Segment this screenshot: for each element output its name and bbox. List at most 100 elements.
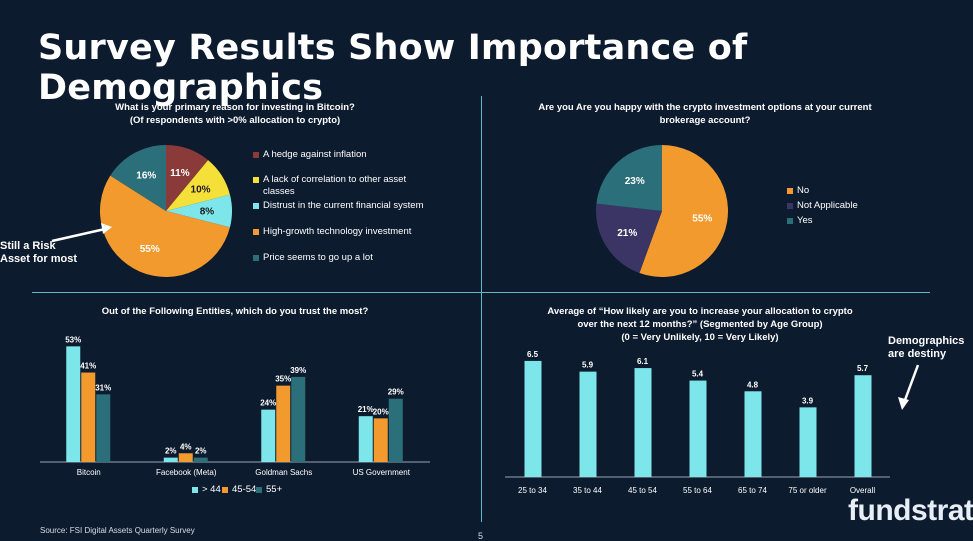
likely-bar bbox=[634, 368, 652, 477]
trust-bar-label: 29% bbox=[388, 388, 404, 397]
likely-bar-label: 3.9 bbox=[802, 396, 814, 405]
legend-label: 55+ bbox=[266, 484, 283, 495]
legend-label: Yes bbox=[797, 215, 813, 226]
legend-swatch bbox=[787, 218, 793, 224]
legend-label: High-growth technology investment bbox=[263, 226, 412, 237]
reasons-slice bbox=[110, 145, 166, 211]
reasons-slice-label: 8% bbox=[200, 207, 215, 218]
risk-arrow-icon bbox=[51, 227, 106, 243]
legend-swatch bbox=[253, 152, 259, 158]
trust-category-label: Facebook (Meta) bbox=[156, 468, 217, 477]
reasons-slice bbox=[166, 145, 209, 211]
likely-bar-label: 5.9 bbox=[582, 361, 594, 370]
trust-bar bbox=[81, 372, 96, 462]
trust-bar-label: 4% bbox=[180, 442, 192, 451]
legend-swatch bbox=[787, 188, 793, 194]
brand-logo: fundstrat bbox=[848, 494, 973, 527]
trust-bar bbox=[276, 385, 291, 462]
source-note: Source: FSI Digital Assets Quarterly Sur… bbox=[40, 526, 195, 535]
trust-bar-label: 35% bbox=[275, 375, 291, 384]
happy-chart-title: Are you Are you happy with the crypto in… bbox=[538, 102, 872, 126]
legend-item-yes: Yes bbox=[787, 215, 813, 227]
likely-bar-label: 4.8 bbox=[747, 380, 759, 389]
trust-category-label: US Government bbox=[353, 468, 411, 477]
trust-bar bbox=[291, 376, 306, 462]
legend-label: > 44 bbox=[202, 484, 221, 495]
likely-bar bbox=[579, 371, 597, 477]
likely-category-label: Overall bbox=[850, 486, 876, 495]
legend-item-correlation: A lack of correlation to other asset cla… bbox=[253, 174, 423, 198]
trust-chart-title: Out of the Following Entities, which do … bbox=[101, 306, 369, 317]
likely-chart-title: Average of “How likely are you to increa… bbox=[547, 306, 853, 343]
legend-item-inflation: A hedge against inflation bbox=[253, 149, 433, 161]
reasons-slice-label: 55% bbox=[140, 244, 160, 255]
legend-item-55plus: 55+ bbox=[256, 484, 282, 496]
trust-category-label: Bitcoin bbox=[77, 468, 101, 477]
trust-bar bbox=[358, 416, 373, 462]
legend-label: Price seems to go up a lot bbox=[263, 252, 373, 263]
trust-bar-label: 31% bbox=[95, 383, 111, 392]
legend-item-price: Price seems to go up a lot bbox=[253, 252, 433, 264]
legend-item-45-54: 45-54 bbox=[222, 484, 256, 496]
legend-label: No bbox=[797, 185, 810, 196]
page-number: 5 bbox=[478, 531, 484, 541]
legend-swatch bbox=[253, 203, 259, 209]
legend-item-no: No bbox=[787, 185, 809, 197]
risk-asset-annotation: Still a Risk Asset for most bbox=[0, 240, 78, 265]
legend-swatch bbox=[256, 487, 262, 493]
risk-arrow-head-icon bbox=[101, 223, 112, 234]
trust-bar-label: 20% bbox=[373, 407, 389, 416]
reasons-chart-title: What is your primary reason for investin… bbox=[115, 102, 355, 126]
likely-bar bbox=[689, 380, 707, 477]
legend-swatch bbox=[787, 203, 793, 209]
legend-label: Not Applicable bbox=[797, 200, 858, 211]
trust-bar bbox=[178, 453, 193, 462]
trust-bar-label: 41% bbox=[80, 362, 96, 371]
legend-item-na: Not Applicable bbox=[787, 200, 858, 212]
happy-slice bbox=[639, 145, 728, 277]
reasons-slice bbox=[166, 160, 230, 211]
trust-bar bbox=[66, 346, 81, 462]
happy-slice bbox=[596, 145, 662, 211]
happy-slice bbox=[596, 203, 662, 274]
happy-slice-label: 55% bbox=[692, 214, 712, 225]
legend-label: A hedge against inflation bbox=[263, 149, 367, 160]
likely-bar-label: 6.5 bbox=[527, 350, 539, 359]
trust-bar-label: 2% bbox=[195, 447, 207, 456]
reasons-slice-label: 10% bbox=[191, 185, 211, 196]
likely-bar bbox=[744, 391, 762, 477]
likely-bar bbox=[854, 375, 872, 477]
trust-category-label: Goldman Sachs bbox=[255, 468, 312, 477]
trust-bar-label: 21% bbox=[358, 405, 374, 414]
legend-swatch bbox=[222, 487, 228, 493]
likely-category-label: 25 to 34 bbox=[518, 486, 547, 495]
reasons-slice bbox=[99, 175, 230, 278]
happy-slice-label: 21% bbox=[617, 228, 637, 239]
horizontal-divider bbox=[32, 292, 930, 293]
trust-bar-label: 39% bbox=[290, 366, 306, 375]
likely-bar bbox=[524, 360, 542, 477]
trust-bar bbox=[373, 418, 388, 462]
legend-item-distrust: Distrust in the current financial system bbox=[253, 200, 443, 212]
likely-bar-label: 5.7 bbox=[857, 364, 869, 373]
reasons-slice-label: 11% bbox=[170, 168, 190, 179]
legend-item-growth: High-growth technology investment bbox=[253, 226, 433, 238]
likely-category-label: 45 to 54 bbox=[628, 486, 657, 495]
trust-bar bbox=[261, 409, 276, 462]
reasons-slice-label: 16% bbox=[136, 171, 156, 182]
likely-bar-label: 5.4 bbox=[692, 370, 704, 379]
trust-bar bbox=[388, 398, 403, 462]
demographics-arrow-icon bbox=[903, 364, 920, 401]
legend-swatch bbox=[253, 255, 259, 261]
vertical-divider bbox=[481, 96, 482, 522]
legend-label: Distrust in the current financial system bbox=[263, 200, 424, 211]
likely-category-label: 75 or older bbox=[788, 486, 827, 495]
legend-label: 45-54 bbox=[232, 484, 257, 495]
trust-bar-label: 53% bbox=[65, 335, 81, 344]
legend-item-44: > 44 bbox=[192, 484, 221, 496]
legend-swatch bbox=[253, 177, 259, 183]
likely-bar-label: 6.1 bbox=[637, 357, 649, 366]
page-title: Survey Results Show Importance of Demogr… bbox=[38, 28, 748, 108]
legend-swatch bbox=[253, 229, 259, 235]
